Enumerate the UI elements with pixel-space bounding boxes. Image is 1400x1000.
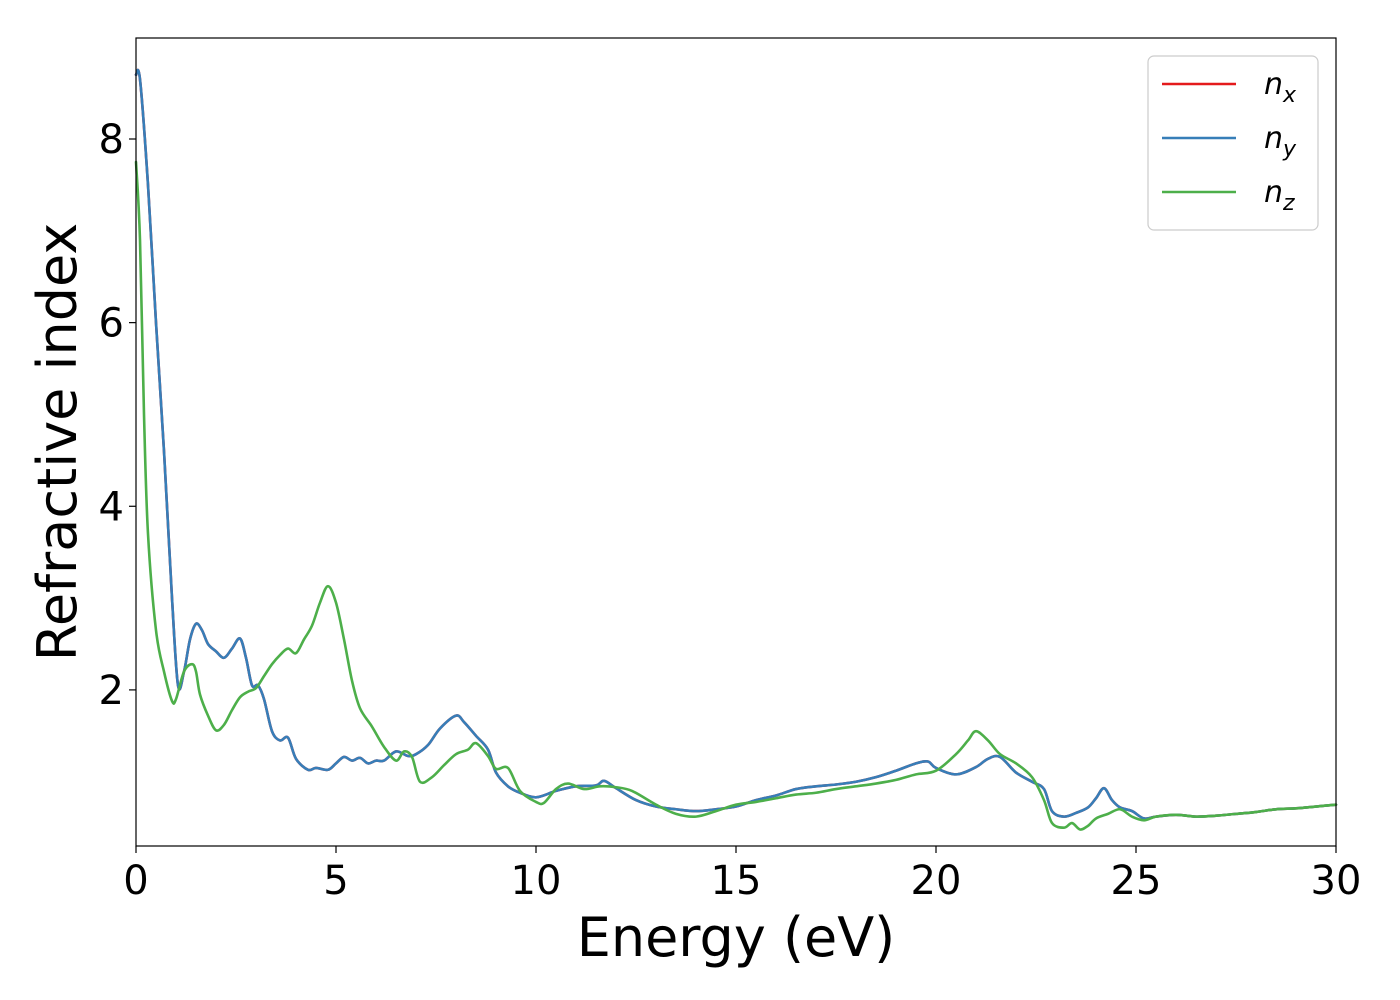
y-tick-label: 4 xyxy=(99,484,124,530)
x-tick-label: 25 xyxy=(1111,858,1162,904)
legend: nx ny nz xyxy=(1147,55,1319,231)
x-tick-label: 5 xyxy=(323,858,348,904)
legend-label-n-x: nx xyxy=(1264,67,1297,108)
series-layer xyxy=(134,68,1338,831)
x-axis-title: Energy (eV) xyxy=(577,906,896,969)
x-tick-label: 15 xyxy=(711,858,762,904)
legend-box xyxy=(1147,55,1319,231)
x-tick-label: 10 xyxy=(511,858,562,904)
x-tick-label: 30 xyxy=(1311,858,1362,904)
y-axis-title: Refractive index xyxy=(26,223,89,662)
legend-label-n-z: nz xyxy=(1264,175,1295,216)
series-line-n-z xyxy=(134,160,1338,831)
series-line-n-y xyxy=(134,68,1338,820)
y-tick-label: 2 xyxy=(99,668,124,714)
x-axis-ticks: 0 5 10 15 20 25 30 xyxy=(123,846,1361,904)
x-tick-label: 0 xyxy=(123,858,148,904)
y-tick-label: 6 xyxy=(99,301,124,347)
y-tick-label: 8 xyxy=(99,117,124,163)
y-axis-ticks: 2 4 6 8 xyxy=(99,117,136,714)
legend-label-n-y: ny xyxy=(1264,121,1297,162)
x-tick-label: 20 xyxy=(911,858,962,904)
